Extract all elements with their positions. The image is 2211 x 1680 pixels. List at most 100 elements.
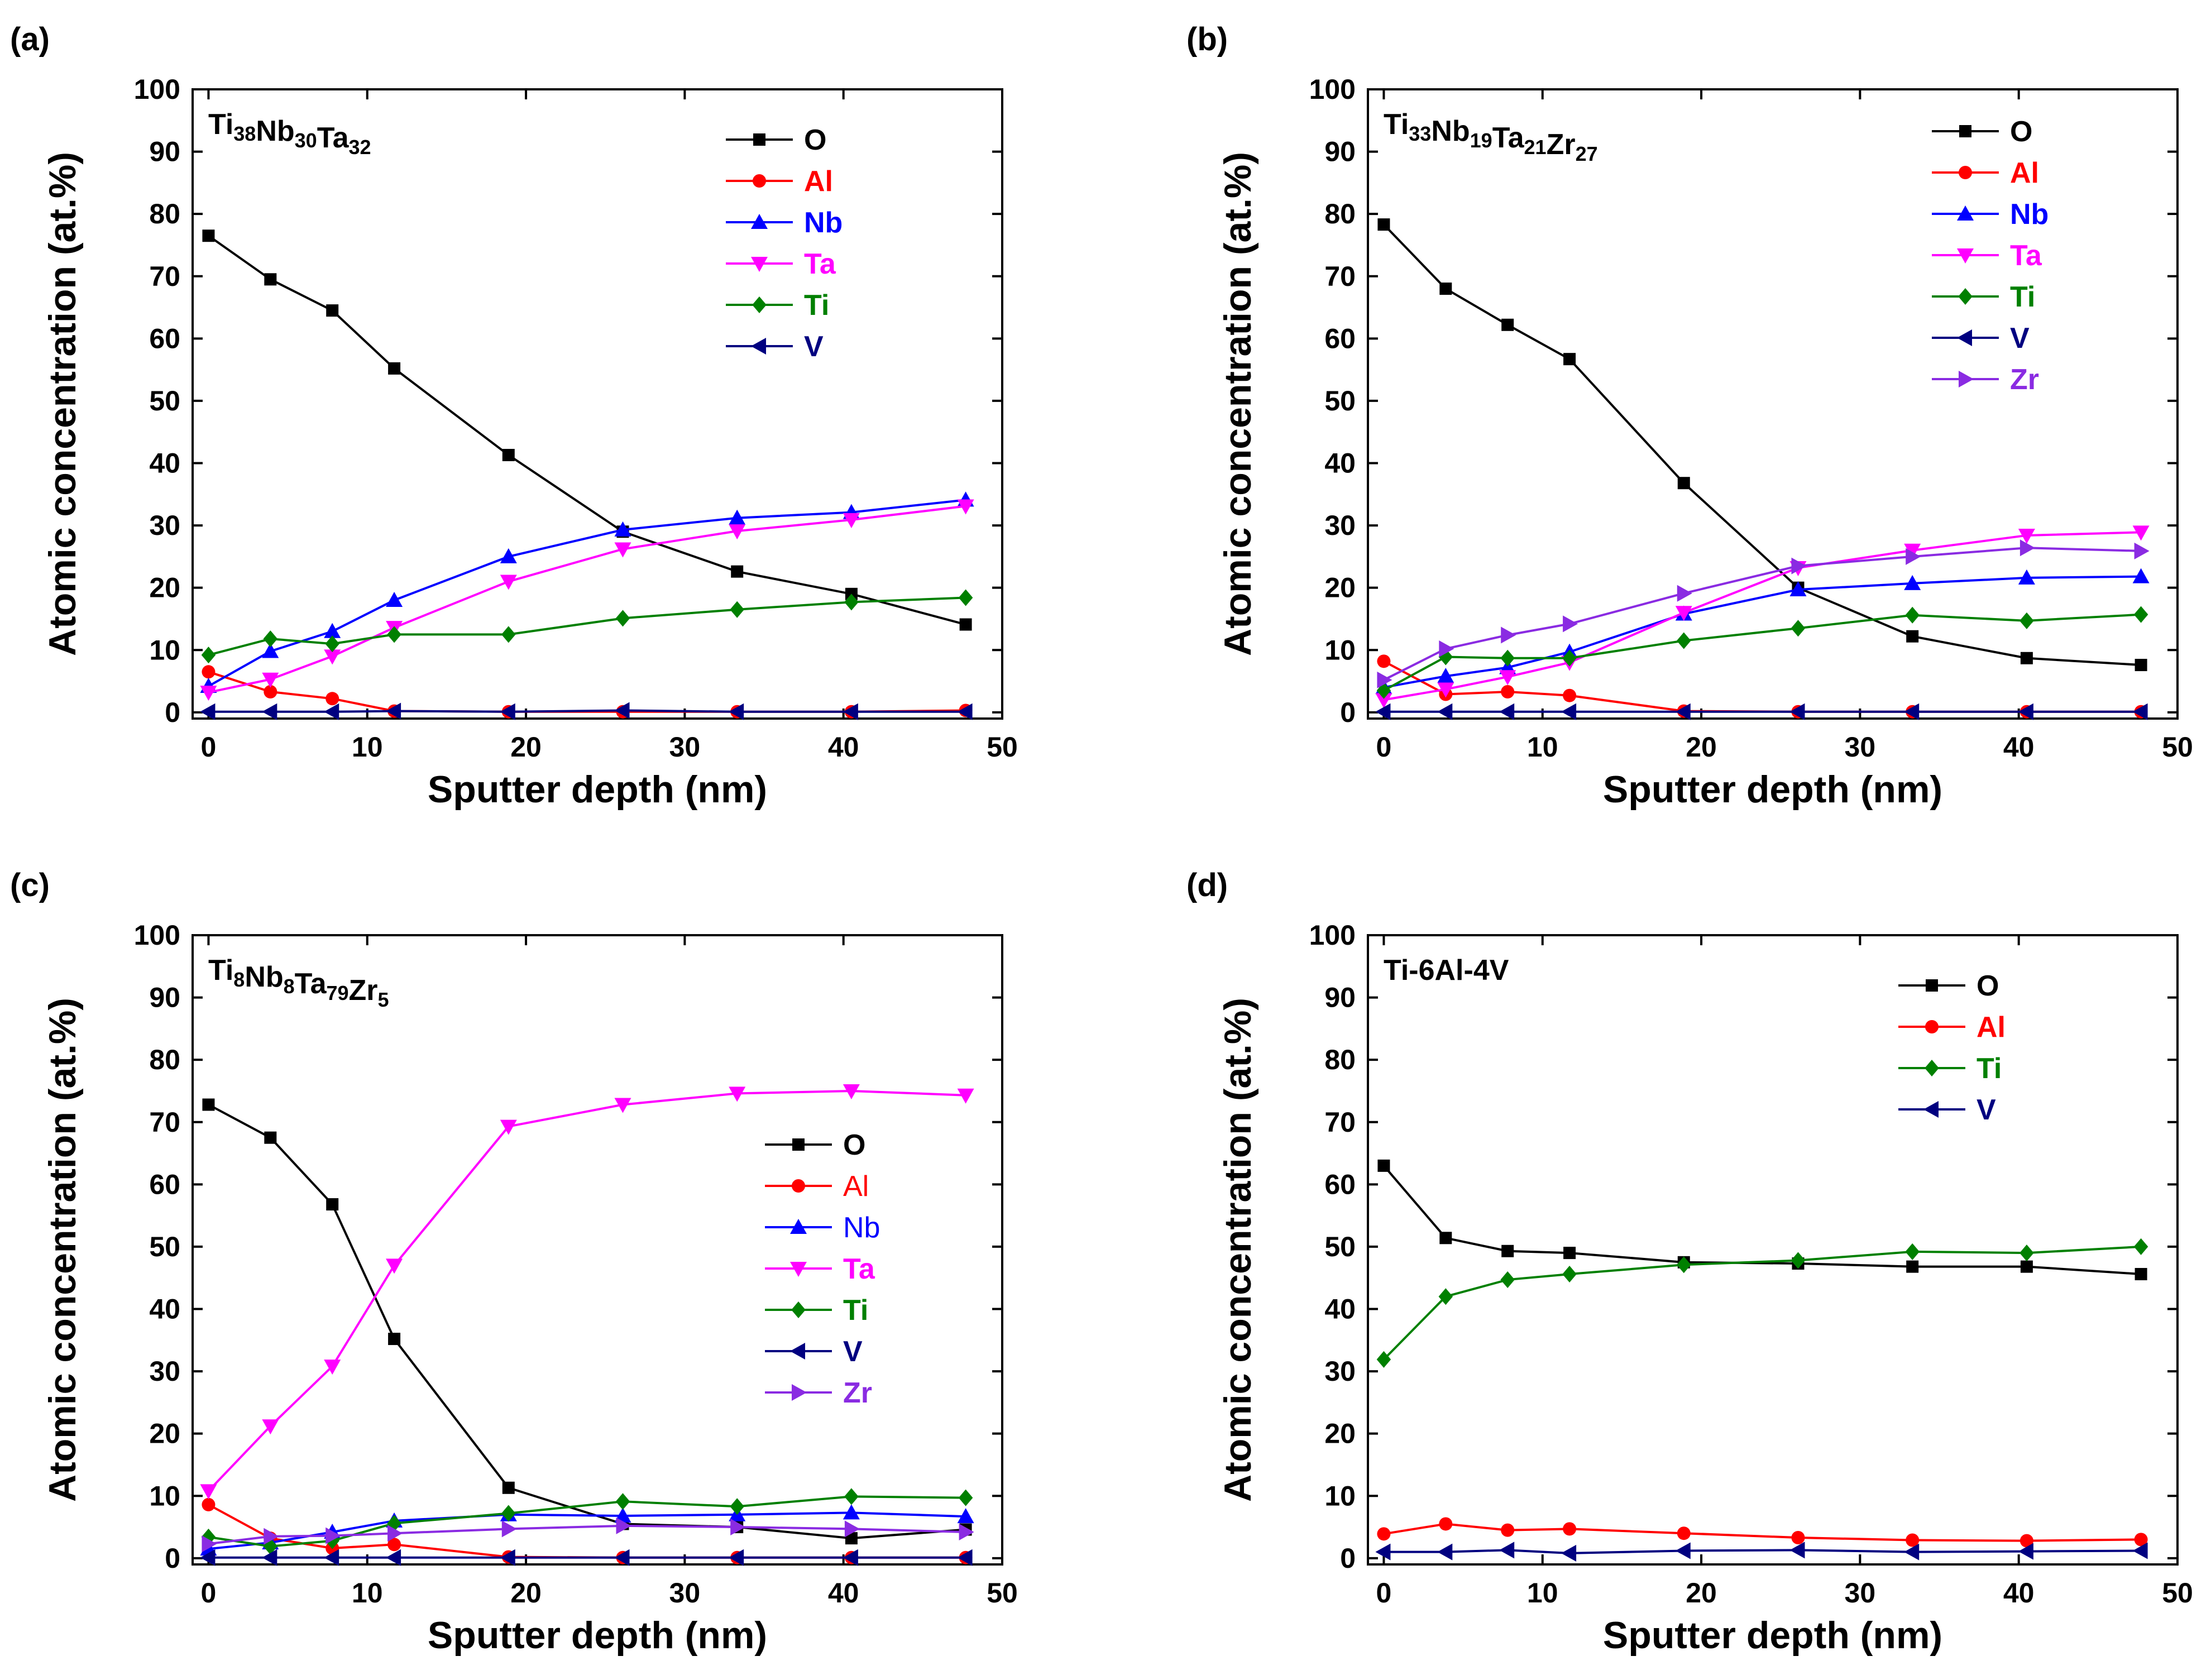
data-point-Ti [1791,620,1806,637]
data-point-V [262,1549,277,1566]
y-tick-label: 0 [165,1543,180,1574]
data-point-Zr [844,1520,860,1538]
data-point-V [1904,1543,1920,1561]
panel-label: (c) [10,867,50,903]
data-point-V [614,702,630,719]
y-tick-label: 20 [149,572,180,604]
data-point-O [959,618,972,631]
data-point-Ta [614,1098,631,1113]
data-point-Ti [1376,1351,1391,1368]
legend-marker-Al [753,174,766,188]
legend-marker-Zr [792,1384,807,1401]
legend-label: Ta [2010,240,2042,272]
data-point-Ti [844,593,859,611]
data-point-Nb [729,509,746,525]
x-axis-title: Sputter depth (nm) [428,1614,767,1657]
data-point-Nb [324,623,341,638]
y-tick-label: 60 [149,323,180,354]
data-point-Ti [201,647,216,664]
panel-label: (d) [1186,867,1228,903]
legend-marker-Al [792,1179,805,1193]
data-point-Ti [387,626,401,643]
data-point-Nb [614,521,631,537]
data-point-Al [1501,1523,1515,1537]
y-tick-label: 40 [149,448,180,479]
legend-marker-Zr [1959,371,1974,387]
data-point-Al [1791,1531,1805,1545]
y-tick-label: 0 [165,697,180,728]
y-tick-label: 80 [149,198,180,229]
data-point-V [386,702,401,720]
data-point-O [1563,353,1576,366]
y-tick-label: 100 [134,920,180,951]
data-point-O [2135,659,2147,672]
panel-c: (c) 0 10 20 30 40 50 60 70 80 90 100 0 10 20 30 40 50 Sput… [10,867,1018,1657]
x-tick-label: 20 [510,731,542,763]
data-point-Ti [1438,1288,1453,1305]
data-point-Zr [1677,585,1692,602]
y-tick-label: 70 [149,261,180,292]
data-point-Ta [843,1084,860,1099]
legend-marker-Ti [1958,288,1973,305]
data-point-Ti [263,630,278,648]
legend: O Al Nb Ta Ti V Zr [765,1129,880,1409]
data-point-Zr [1906,548,1921,565]
y-tick-label: 60 [1324,323,1356,354]
data-point-O [1439,283,1452,295]
data-point-O [388,1333,401,1346]
x-tick-label: 50 [987,731,1018,763]
legend-label: Al [843,1170,869,1203]
x-tick-label: 10 [1527,1577,1558,1609]
data-point-Zr [387,1525,403,1542]
series-Ta [200,1084,974,1500]
panel-label: (b) [1186,21,1228,58]
data-point-Al [1906,1533,1920,1547]
y-tick-label: 20 [1324,572,1356,604]
data-point-O [202,1098,215,1111]
data-point-Nb [957,1508,974,1524]
data-point-Ti [615,1493,630,1510]
y-axis-title: Atomic concentration (at.%) [1217,998,1259,1502]
data-point-Zr [326,1527,341,1544]
legend-label: Al [804,165,833,198]
data-point-Ti [1905,1243,1920,1260]
legend-marker-Ta [751,257,768,272]
legend-marker-Nb [790,1219,807,1234]
y-tick-label: 30 [1324,510,1356,541]
series-Ti [1376,606,2148,699]
data-point-Zr [264,1528,279,1545]
data-point-Zr [2134,542,2150,559]
data-point-Ti [1500,1271,1515,1289]
data-point-V [200,1549,216,1566]
data-point-Nb [1437,668,1454,683]
y-tick-label: 90 [149,136,180,167]
x-tick-label: 10 [352,1577,383,1609]
y-tick-label: 50 [1324,385,1356,417]
data-point-O [326,304,339,317]
data-point-Ta [2018,528,2035,544]
data-point-O [502,448,515,461]
y-axis-title: Atomic concentration (at.%) [41,998,84,1502]
x-tick-label: 10 [1527,731,1558,763]
series-Nb [200,491,974,693]
y-tick-label: 60 [149,1169,180,1200]
data-point-Ta [262,672,279,688]
legend-marker-V [751,338,766,355]
x-tick-label: 40 [2003,1577,2035,1609]
data-point-Zr [1439,640,1454,658]
data-point-V [1499,703,1515,720]
legend-label: Al [2010,157,2039,189]
x-tick-label: 0 [1376,1577,1392,1609]
data-point-Ta [957,1088,974,1104]
data-point-Ta [614,542,631,558]
data-point-V [957,703,973,720]
legend-label: Ti [804,289,829,322]
data-point-Ta [262,1419,279,1435]
data-point-V [1499,1542,1515,1559]
data-point-V [2018,703,2033,720]
legend-label: Ti [2010,281,2035,313]
data-point-Nb [262,643,279,658]
data-point-Ta [324,1360,341,1375]
data-point-V [843,1549,858,1566]
data-point-V [1904,703,1920,720]
